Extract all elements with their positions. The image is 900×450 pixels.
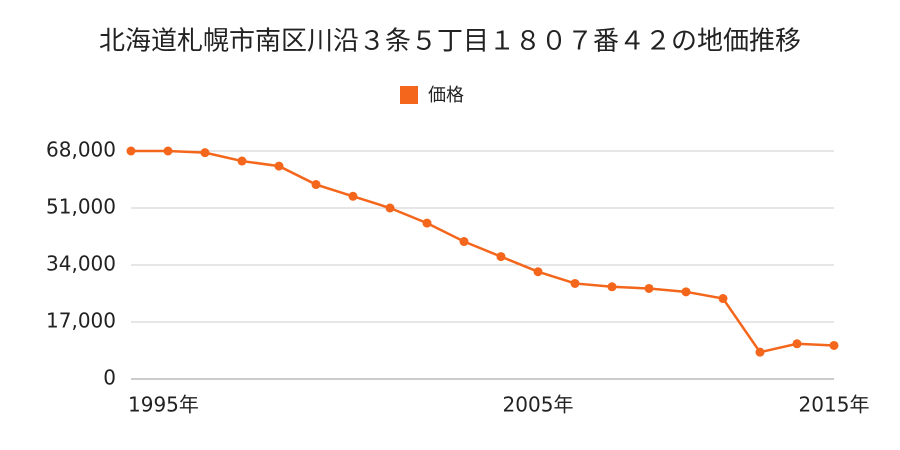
point <box>126 146 136 156</box>
point <box>755 347 765 357</box>
point <box>607 282 617 292</box>
point <box>459 237 469 247</box>
y-tick-label: 68,000 <box>46 138 116 162</box>
x-tick-label: 2005年 <box>503 393 574 417</box>
point <box>829 340 839 350</box>
point <box>570 278 580 288</box>
point <box>496 252 506 262</box>
point <box>348 191 358 201</box>
legend-swatch <box>400 86 418 104</box>
point <box>533 267 543 277</box>
y-tick-label: 0 <box>103 366 116 390</box>
legend-label: 価格 <box>428 85 464 106</box>
point <box>385 203 395 213</box>
point <box>422 218 432 228</box>
point <box>163 146 173 156</box>
line <box>131 149 835 354</box>
x-tick-label: 1995年 <box>128 393 199 417</box>
point <box>200 148 210 158</box>
point <box>792 339 802 349</box>
point <box>274 161 284 171</box>
point <box>644 283 654 293</box>
point <box>681 287 691 297</box>
point <box>311 180 321 190</box>
chart-title: 北海道札幌市南区川沿３条５丁目１８０７番４２の地価推移 <box>99 27 801 57</box>
y-tick-label: 17,000 <box>46 309 116 333</box>
x-tick-label: 2015年 <box>799 393 870 417</box>
point <box>718 294 728 304</box>
point <box>237 156 247 166</box>
y-tick-label: 34,000 <box>46 252 116 276</box>
y-tick-label: 51,000 <box>46 195 116 219</box>
